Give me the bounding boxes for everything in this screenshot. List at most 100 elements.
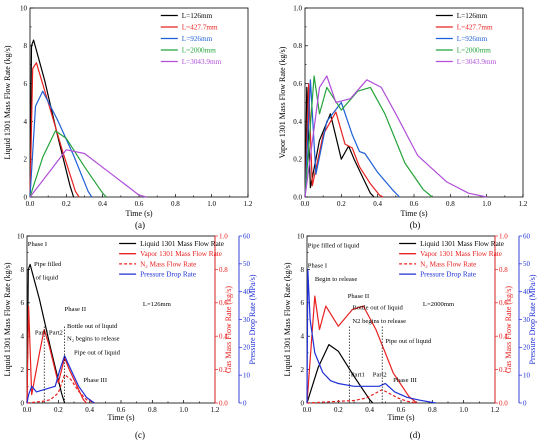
annotation: Phase I xyxy=(308,263,327,270)
series-line-4 xyxy=(29,130,107,198)
gas-axis: 0.0 0.2 0.4 0.6 0.8 1.0 Gas Mass Flow Rate (kg… xyxy=(494,232,513,407)
pressure-tick-label: 50 xyxy=(523,260,531,268)
pressure-tick-label: 60 xyxy=(523,232,531,240)
legend-entry-4: L=2000mm xyxy=(182,47,216,55)
y-tick-label: 8 xyxy=(301,266,305,274)
y-axis-label: Liquid 1301 Mass Flow Rate (kg/s) xyxy=(3,45,12,159)
x-axis-label: Time (s) xyxy=(125,209,152,218)
pressure-tick-label: 0 xyxy=(243,399,247,407)
y-tick-label: 6 xyxy=(21,299,25,307)
annotation: Pipe out of liquid xyxy=(74,350,121,357)
pressure-tick-label: 10 xyxy=(243,372,251,380)
y-tick-label: 6 xyxy=(301,299,305,307)
pressure-tick-label: 20 xyxy=(243,344,251,352)
x-tick-label: 1.0 xyxy=(207,200,216,208)
gas-tick-label: 0.4 xyxy=(499,333,508,341)
legend: Liquid 1301 Mass Flow Rate Vapor 1301 Mas… xyxy=(399,240,504,279)
gas-tick-label: 1.0 xyxy=(219,232,228,240)
pressure-axis-label: Pressure Drop Rate (MPa/s) xyxy=(528,274,537,364)
pressure-tick-label: 40 xyxy=(523,288,531,296)
x-tick-label: 1.2 xyxy=(519,200,528,208)
series-line-3 xyxy=(304,79,400,198)
gas-tick-label: 0.8 xyxy=(219,266,228,274)
series-line-2 xyxy=(306,295,418,404)
series-line-1 xyxy=(304,86,375,198)
pressure-tick-label: 60 xyxy=(243,232,251,240)
x-tick-label: 0.0 xyxy=(301,200,310,208)
gas-axis-label: Gas Mass Flow Rate (kg/s) xyxy=(504,286,513,373)
legend-entry-3: N₂ Mass Flow Rate xyxy=(140,260,196,268)
pressure-tick-label: 0 xyxy=(523,399,527,407)
y-tick-label: 0.8 xyxy=(293,42,302,50)
annotation: N₂ begins to release xyxy=(67,335,120,342)
legend: L=126mm L=427.7mm L=926mm L=2000mm L=3043.9m… xyxy=(435,12,497,66)
annotation: L=126mm xyxy=(143,301,172,308)
annotation: Phase I xyxy=(28,241,47,248)
annotation: of liquid xyxy=(36,274,59,281)
y-tick-label: 8 xyxy=(21,266,25,274)
plot-frame xyxy=(29,7,249,198)
annotations: Pipe filled of liquid Phase I Begin to rel… xyxy=(308,243,455,403)
series-line-3 xyxy=(29,90,93,198)
x-tick-label: 1.0 xyxy=(482,200,491,208)
annotation: Pipe filled xyxy=(34,261,62,268)
series-line-3 xyxy=(26,374,95,404)
x-tick-label: 0.2 xyxy=(337,200,346,208)
legend: Liquid 1301 Mass Flow Rate Vapor 1301 Mas… xyxy=(119,240,224,279)
x-tick-label: 0.6 xyxy=(410,200,419,208)
pressure-tick-label: 40 xyxy=(243,288,251,296)
series-line-2 xyxy=(29,62,80,198)
x-tick-label: 0.2 xyxy=(334,406,343,414)
x-tick-label: 0.4 xyxy=(85,406,94,414)
series-line-1 xyxy=(306,344,374,404)
y-axis-label: Liquid 1301 Mass Flow Rate (kg/s) xyxy=(3,262,12,376)
y-tick-label: 10 xyxy=(17,232,25,240)
chart-panel-1: 0.0 0.2 0.4 0.6 0.8 1.0 1.2 Time (s) 0 2 4 6 8 10 Liqu… xyxy=(3,4,253,230)
y-tick-label: 0 xyxy=(21,399,25,407)
annotation: Phase II xyxy=(348,293,369,300)
y-tick-label: 0.2 xyxy=(293,156,302,164)
panel-label: (d) xyxy=(410,430,421,440)
legend-entry-4: L=2000mm xyxy=(457,47,491,55)
gas-tick-label: 0.2 xyxy=(499,366,508,374)
pressure-tick-label: 10 xyxy=(523,372,531,380)
y-tick-label: 0.6 xyxy=(293,80,302,88)
y-axis-label: Vapor 1301 Mass Flow Rate (kg/s) xyxy=(278,46,287,158)
annotation: Part2 xyxy=(373,371,387,378)
annotation: L=2000mm xyxy=(423,301,455,308)
x-tick-label: 0.2 xyxy=(54,406,63,414)
y-tick-label: 2 xyxy=(21,366,25,374)
x-tick-label: 0.8 xyxy=(171,200,180,208)
legend-entry-4: Pressure Drop Rate xyxy=(420,271,476,279)
annotation: Phase II xyxy=(65,306,86,313)
legend-entry-3: L=926mm xyxy=(457,35,488,43)
x-tick-label: 0.6 xyxy=(397,406,406,414)
y-tick-label: 8 xyxy=(24,42,28,50)
x-tick-label: 0.4 xyxy=(373,200,382,208)
y-tick-label: 6 xyxy=(24,80,28,88)
series-line-3 xyxy=(306,389,417,404)
y-tick-label: 4 xyxy=(301,333,305,341)
x-tick-label: 0.6 xyxy=(117,406,126,414)
x-tick-label: 0.6 xyxy=(135,200,144,208)
legend-entry-3: L=926mm xyxy=(182,35,213,43)
y-axis-label: Liquid 1301 Mass Flow Rate (kg/s) xyxy=(283,262,292,376)
chart-panel-4: 0.0 0.2 0.4 0.6 0.8 1.0 1.2 Time (s) 0 2 4 6 8 10 Liqu… xyxy=(283,232,537,440)
series-line-5 xyxy=(29,149,147,198)
x-tick-label: 1.2 xyxy=(211,406,220,414)
x-tick-label: 0.4 xyxy=(98,200,107,208)
y-tick-label: 2 xyxy=(301,366,305,374)
annotation: Bottle out of liquid xyxy=(67,323,118,330)
y-tick-label: 0.4 xyxy=(293,118,302,126)
pressure-tick-label: 30 xyxy=(243,316,251,324)
legend-entry-4: Pressure Drop Rate xyxy=(140,271,196,279)
annotation: Phase III xyxy=(83,377,107,384)
series-line-1 xyxy=(26,263,66,404)
x-tick-label: 0.8 xyxy=(428,406,437,414)
legend-entry-2: L=427.7mm xyxy=(182,24,218,32)
gas-tick-label: 0.0 xyxy=(219,399,228,407)
pressure-axis: 0 10 20 30 40 50 60 Pressure Drop Rate (MPa/s) xyxy=(518,232,537,407)
gas-tick-label: 0.8 xyxy=(499,266,508,274)
legend-entry-5: L=3043.9mm xyxy=(182,58,222,66)
